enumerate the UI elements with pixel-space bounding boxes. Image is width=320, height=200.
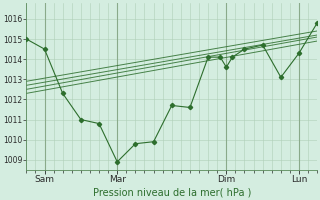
X-axis label: Pression niveau de la mer( hPa ): Pression niveau de la mer( hPa ) <box>92 187 251 197</box>
